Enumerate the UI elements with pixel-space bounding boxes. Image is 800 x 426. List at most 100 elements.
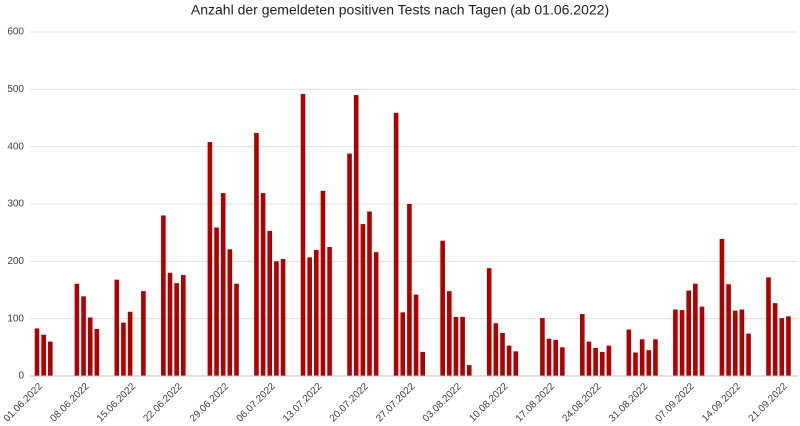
bar — [453, 316, 459, 376]
bar — [440, 240, 445, 376]
bar — [639, 339, 645, 376]
x-tick-label: 08.06.2022 — [48, 381, 91, 424]
x-tick-label: 03.08.2022 — [421, 381, 464, 424]
bar — [413, 294, 419, 376]
bar — [732, 310, 738, 376]
bar — [506, 345, 512, 376]
y-tick-label: 0 — [18, 371, 24, 382]
bar — [81, 296, 86, 376]
bar — [466, 365, 472, 376]
bar — [314, 249, 319, 376]
bar — [626, 329, 632, 376]
bar — [300, 93, 306, 377]
bar — [141, 291, 146, 376]
bar — [580, 314, 585, 376]
bar — [227, 249, 233, 376]
bar — [121, 322, 126, 376]
x-tick-label: 24.08.2022 — [560, 381, 603, 424]
bar — [220, 193, 226, 376]
bar — [673, 309, 678, 376]
bar — [347, 153, 352, 376]
bar — [214, 227, 219, 376]
bar — [167, 272, 173, 376]
bar — [254, 132, 259, 376]
bar — [174, 283, 179, 376]
bar — [772, 303, 778, 376]
x-tick-label: 01.06.2022 — [2, 381, 45, 424]
bar — [646, 350, 652, 376]
bar — [553, 339, 558, 376]
bar — [161, 215, 166, 376]
bar — [599, 351, 605, 376]
bar — [94, 328, 100, 376]
bar — [181, 275, 186, 376]
y-tick-label: 100 — [7, 313, 24, 324]
bar — [280, 259, 286, 376]
bar — [114, 279, 120, 376]
bar — [234, 283, 239, 376]
bar — [407, 204, 412, 376]
bar — [560, 347, 565, 376]
bar — [586, 341, 592, 376]
bar — [48, 341, 53, 376]
y-tick-label: 500 — [7, 84, 24, 95]
bar — [633, 352, 638, 376]
bar — [686, 290, 691, 376]
bar — [786, 316, 791, 376]
bar — [653, 339, 658, 376]
bar — [513, 351, 519, 376]
bar — [400, 312, 406, 376]
x-tick-label: 13.07.2022 — [281, 381, 324, 424]
bar — [360, 224, 366, 376]
x-tick-label: 31.08.2022 — [607, 381, 650, 424]
x-tick-label: 17.08.2022 — [514, 381, 557, 424]
y-tick-label: 400 — [7, 141, 24, 152]
bar — [493, 323, 499, 376]
bar — [74, 283, 80, 376]
bar — [546, 338, 552, 376]
bar — [373, 252, 379, 376]
bar — [41, 334, 46, 376]
bar — [693, 283, 698, 376]
bar — [500, 333, 505, 376]
bar — [699, 306, 705, 376]
bar — [540, 318, 545, 376]
bar — [420, 351, 425, 376]
x-tick-label: 21.09.2022 — [747, 381, 790, 424]
bar — [34, 328, 40, 376]
bar — [486, 268, 492, 376]
bar — [726, 284, 731, 376]
bar — [267, 230, 273, 376]
bar — [393, 112, 399, 376]
bar — [87, 317, 93, 376]
bar — [327, 247, 332, 376]
bar — [606, 345, 612, 376]
bar — [766, 277, 771, 376]
x-tick-label: 20.07.2022 — [328, 381, 371, 424]
x-tick-label: 15.06.2022 — [95, 381, 138, 424]
bar — [739, 309, 745, 376]
bar — [367, 211, 372, 376]
bar — [320, 190, 326, 376]
bar — [207, 142, 213, 376]
bar — [353, 95, 359, 377]
x-tick-label: 22.06.2022 — [141, 381, 184, 424]
x-tick-label: 10.08.2022 — [467, 381, 510, 424]
x-tick-label: 27.07.2022 — [374, 381, 417, 424]
y-tick-label: 600 — [7, 27, 24, 38]
x-tick-label: 14.09.2022 — [700, 381, 743, 424]
bar — [746, 333, 751, 376]
bar — [779, 318, 785, 376]
bar — [719, 238, 725, 376]
y-tick-label: 300 — [7, 199, 24, 210]
x-tick-label: 29.06.2022 — [188, 381, 231, 424]
bar — [593, 347, 598, 376]
bar — [447, 291, 452, 376]
chart-title: Anzahl der gemeldeten positiven Tests na… — [191, 2, 609, 18]
bar — [307, 257, 312, 376]
bar — [679, 310, 685, 376]
x-tick-label: 07.09.2022 — [654, 381, 697, 424]
bar — [260, 193, 266, 376]
